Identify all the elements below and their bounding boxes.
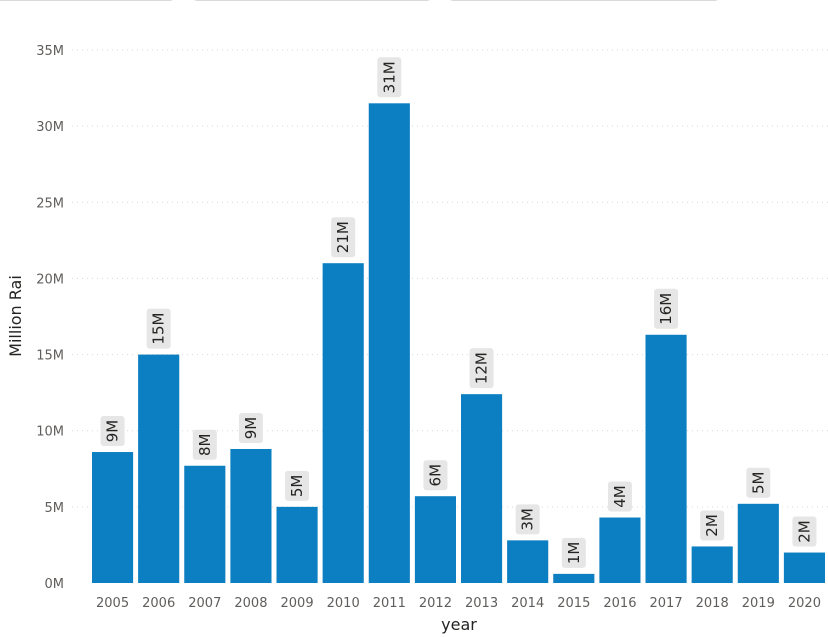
y-axis-title: Million Rai <box>6 275 25 357</box>
data-label-bg <box>561 537 586 568</box>
grid-lines <box>72 49 828 508</box>
data-label-bg <box>331 217 356 258</box>
bar-2018[interactable] <box>691 546 733 583</box>
data-label-text: 16M <box>657 293 675 325</box>
bar-2005[interactable] <box>92 452 134 583</box>
x-tick-label: 2015 <box>557 596 590 611</box>
data-label-bg <box>607 481 632 512</box>
bar-2015[interactable] <box>553 573 595 583</box>
data-label-bg <box>469 348 494 389</box>
data-label: 9M <box>100 416 125 447</box>
x-axis-title: year <box>441 615 477 634</box>
data-label: 12M <box>469 348 494 389</box>
data-label-text: 3M <box>519 508 537 531</box>
x-tick-label: 2014 <box>511 596 544 611</box>
bar-2007[interactable] <box>184 465 226 583</box>
data-label: 5M <box>285 470 310 501</box>
bar-2013[interactable] <box>461 394 503 583</box>
y-tick-label: 5M <box>45 501 65 516</box>
data-label: 8M <box>192 429 217 460</box>
data-label-text: 2M <box>795 520 813 543</box>
x-tick-label: 2006 <box>142 596 175 611</box>
bar-2014[interactable] <box>507 540 549 583</box>
data-label: 2M <box>700 510 725 541</box>
data-label-bg <box>100 416 125 447</box>
y-axis: 0M 5M 10M 15M 20M 25M 30M 35M <box>36 44 64 592</box>
x-tick-label: 2005 <box>96 596 129 611</box>
y-tick-label: 0M <box>45 577 65 592</box>
bar-2017[interactable] <box>645 334 687 583</box>
bar-2006[interactable] <box>138 354 180 583</box>
data-label: 1M <box>561 537 586 568</box>
y-tick-label: 20M <box>36 272 64 287</box>
bar-2020[interactable] <box>783 552 825 583</box>
data-label: 4M <box>607 481 632 512</box>
data-label-bg <box>238 412 263 443</box>
x-tick-label: 2012 <box>419 596 452 611</box>
x-tick-label: 2011 <box>373 596 406 611</box>
data-label: 2M <box>792 516 817 547</box>
y-tick-label: 25M <box>36 196 64 211</box>
x-tick-label: 2016 <box>603 596 636 611</box>
data-label-bg <box>746 467 771 498</box>
data-label-text: 5M <box>288 475 306 498</box>
bar-2016[interactable] <box>599 517 641 583</box>
data-label-text: 9M <box>242 417 260 440</box>
y-tick-label: 15M <box>36 349 64 364</box>
data-label: 6M <box>423 460 448 491</box>
y-tick-label: 30M <box>36 120 64 135</box>
data-label: 15M <box>146 308 171 349</box>
data-label: 31M <box>377 57 402 98</box>
bar-2009[interactable] <box>276 506 318 583</box>
bar-2019[interactable] <box>737 503 779 583</box>
x-tick-label: 2010 <box>327 596 360 611</box>
x-tick-label: 2017 <box>650 596 683 611</box>
bar-2008[interactable] <box>230 448 272 583</box>
data-label-bg <box>192 429 217 460</box>
data-label-bg <box>654 288 679 329</box>
data-label-bg <box>146 308 171 349</box>
data-label-bg <box>285 470 310 501</box>
data-labels: 9M 15M 8M 9M 5M 21M 31M 6M 12M 3M 1M 4M 16M 2M 5M 2M <box>100 57 817 568</box>
data-label-bg <box>515 504 540 535</box>
data-label: 21M <box>331 217 356 258</box>
y-tick-label: 35M <box>36 44 64 59</box>
x-axis: 2005 2006 2007 2008 2009 2010 2011 2012 2013 2014… <box>96 596 821 611</box>
bars <box>92 103 825 584</box>
data-label-text: 8M <box>196 433 214 456</box>
bar-2012[interactable] <box>414 496 456 583</box>
x-tick-label: 2018 <box>696 596 729 611</box>
x-tick-label: 2008 <box>234 596 267 611</box>
bar-2010[interactable] <box>322 263 364 583</box>
x-tick-label: 2020 <box>788 596 821 611</box>
data-label-text: 2M <box>703 514 721 537</box>
data-label-text: 5M <box>749 472 767 495</box>
data-label-text: 9M <box>104 420 122 443</box>
y-tick-label: 10M <box>36 425 64 440</box>
data-label-bg <box>700 510 725 541</box>
data-label: 3M <box>515 504 540 535</box>
x-tick-label: 2019 <box>742 596 775 611</box>
data-label: 16M <box>654 288 679 329</box>
bar-2011[interactable] <box>368 103 410 584</box>
x-tick-label: 2009 <box>281 596 314 611</box>
data-label-text: 15M <box>150 313 168 345</box>
data-label-bg <box>792 516 817 547</box>
data-label-text: 31M <box>380 61 398 93</box>
x-tick-label: 2013 <box>465 596 498 611</box>
data-label: 9M <box>238 412 263 443</box>
data-label-bg <box>377 57 402 98</box>
data-label-text: 6M <box>426 464 444 487</box>
data-label-text: 12M <box>473 352 491 384</box>
data-label-text: 1M <box>565 542 583 565</box>
x-tick-label: 2007 <box>188 596 221 611</box>
data-label-text: 4M <box>611 485 629 508</box>
data-label-bg <box>423 460 448 491</box>
data-label: 5M <box>746 467 771 498</box>
data-label-text: 21M <box>334 221 352 253</box>
